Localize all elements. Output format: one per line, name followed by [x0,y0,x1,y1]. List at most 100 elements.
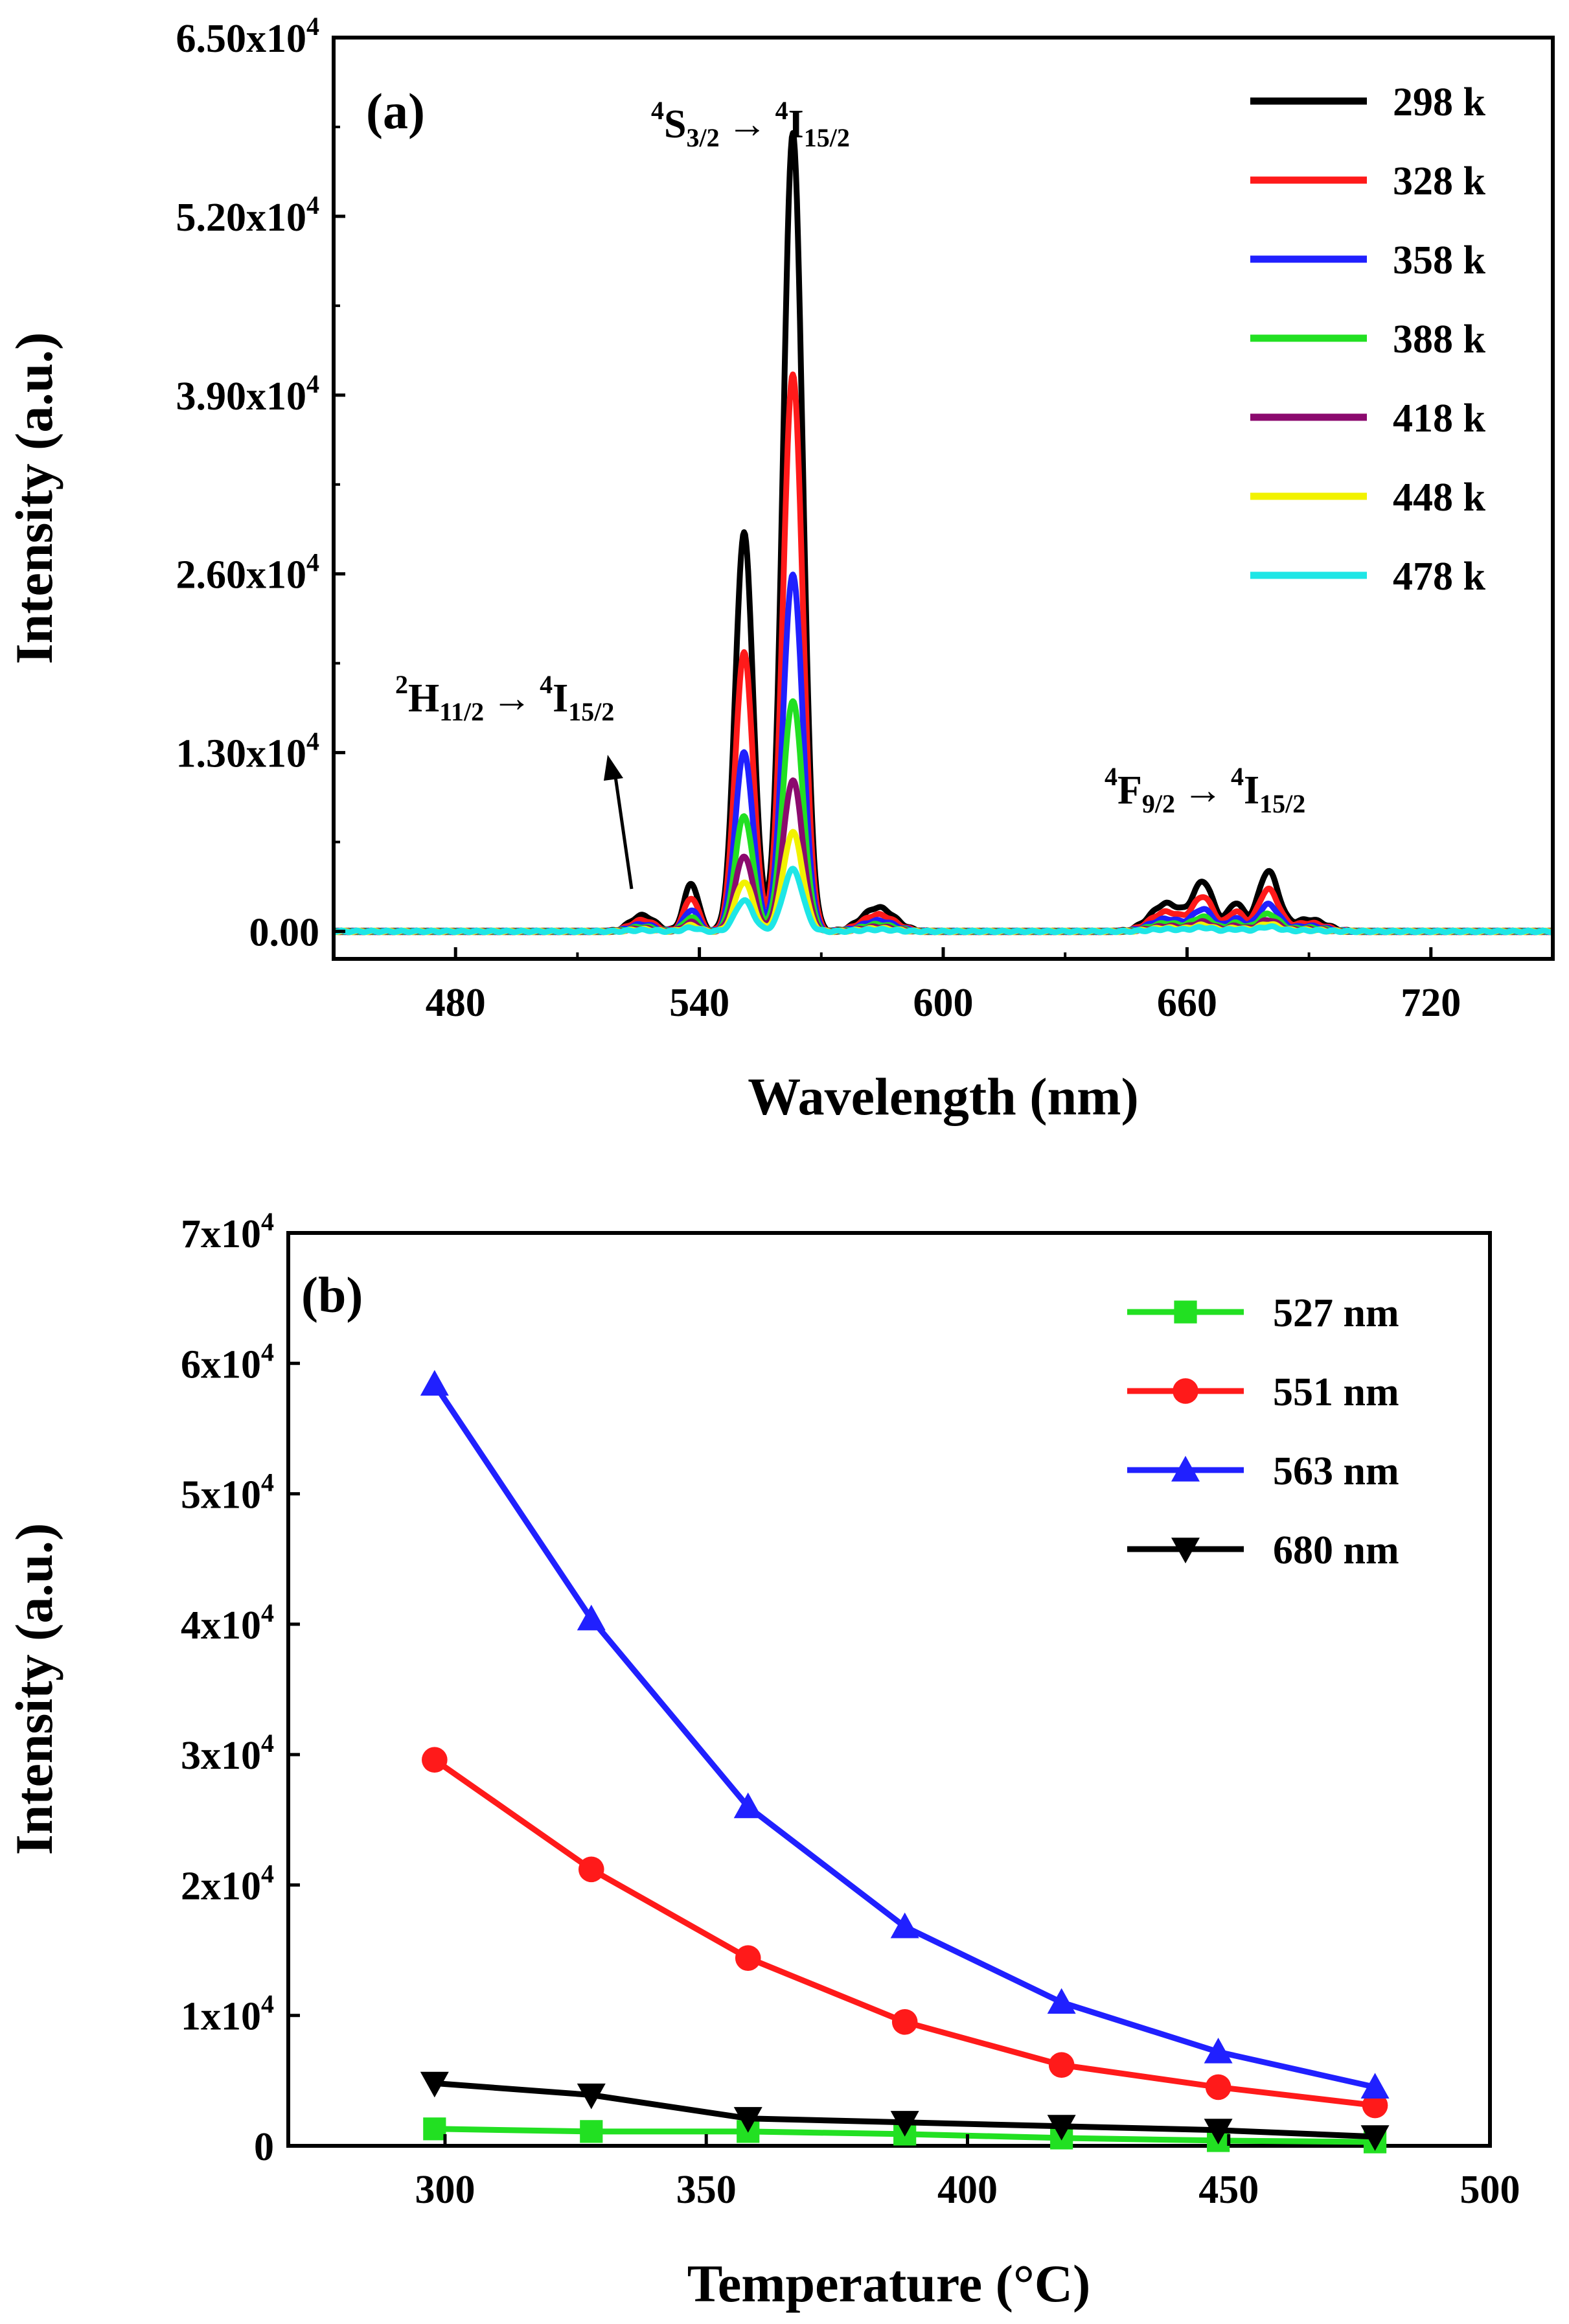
ann1-sub2: 15/2 [804,123,850,152]
panel-b-y-tick-label: 7x104 [181,1207,274,1256]
panel-b-x-tick-label: 350 [676,2168,737,2212]
spectrum-line-328-k [332,371,1555,936]
legend-label-418-k: 418 k [1393,397,1486,441]
panel-b-legend: 527 nm 551 nm 563 nm 680 nm [1127,1291,1399,1572]
panel-b-x-tick-label: 450 [1198,2168,1259,2212]
panel-a-y-axis-label: Intensity (a.u.) [5,332,63,665]
ann2-sup1: 2 [395,670,408,699]
ann1-sup2: 4 [775,96,788,125]
panel-b-plot-frame [286,1231,1492,2148]
ann2-sup2: 4 [540,670,553,699]
panel-a-y-tick-label: 6.50x104 [176,12,320,61]
data-point-563-nm [577,1604,606,1631]
spectrum-line-298-k [332,130,1555,936]
panel-a-x-tick-label: 600 [913,981,974,1025]
data-point-551-nm [578,1856,604,1883]
ann3-sub2: 15/2 [1259,789,1305,818]
annotation-s32-transition: 4S3/2 → 4I15/2 [651,96,850,152]
panel-b-x-tick-label: 500 [1460,2168,1520,2212]
ann2-arrow: → [492,676,532,720]
panel-a-y-tick-label: 5.20x104 [176,190,320,240]
ann3-arrow: → [1183,768,1223,812]
data-point-551-nm [1362,2092,1388,2119]
legend-marker-551-nm [1173,1378,1198,1404]
ann3-sup1: 4 [1105,762,1117,791]
legend-marker-680-nm [1171,1537,1200,1563]
ann1-arrow: → [727,102,768,146]
panel-a: 480 540 600 660 720 0.00 1.30x104 2.60x104 3.90x… [5,12,1555,1126]
annotation-f92-transition: 4F9/2 → 4I15/2 [1105,762,1305,818]
panel-a-y-tick-label: 2.60x104 [176,548,320,597]
data-point-563-nm [1360,2073,1390,2099]
data-point-563-nm [733,1792,762,1819]
panel-b-x-tick-label: 300 [415,2168,475,2212]
annotation-arrow-shaft [612,767,634,890]
data-point-680-nm [1204,2119,1233,2145]
legend-marker-527-nm [1174,1300,1197,1324]
data-point-680-nm [1047,2115,1076,2141]
ann2-level2: I [553,676,568,720]
spectrum-line-388-k [332,698,1555,936]
data-point-563-nm [1204,2038,1233,2064]
legend-label-478-k: 478 k [1393,555,1486,599]
panel-b: 300 350 400 450 500 0 1x104 2x104 3x104 4x104 5x10… [5,1207,1520,2313]
ann1-level2: I [788,102,804,146]
panel-b-y-axis-label: Intensity (a.u.) [5,1523,63,1856]
annotation-h112-transition: 2H11/2 → 4I15/2 [395,670,614,726]
ann1-level1: S [664,102,686,146]
panel-b-series-group [420,1370,1390,2154]
panel-a-y-tick-label: 0.00 [249,911,320,955]
legend-label-298-k: 298 k [1393,80,1486,124]
panel-b-y-tick-label: 6x104 [181,1337,274,1386]
legend-label-680-nm: 680 nm [1273,1528,1399,1572]
panel-b-y-tick-label: 1x104 [181,1990,274,2039]
data-point-551-nm [735,1945,761,1971]
panel-a-x-tick-label: 540 [669,981,729,1025]
data-point-563-nm [890,1912,919,1939]
ann1-sub1: 3/2 [686,123,719,152]
data-point-680-nm [420,2071,449,2098]
panel-b-y-tick-label: 4x104 [181,1598,274,1648]
panel-a-x-tick-label: 660 [1157,981,1217,1025]
ann2-level1: H [408,676,439,720]
panel-a-plot-frame [332,36,1555,961]
panel-b-ticks: 300 350 400 450 500 0 1x104 2x104 3x104 4x104 5x10… [181,1207,1520,2212]
data-point-680-nm [733,2107,762,2133]
legend-label-527-nm: 527 nm [1273,1291,1399,1335]
data-point-680-nm [1360,2125,1390,2151]
data-point-551-nm [422,1747,448,1773]
panel-a-series-group [332,130,1555,936]
panel-a-legend: 298 k 328 k 358 k 388 k 418 k 448 k 478 k [1250,80,1486,599]
spectrum-line-478-k [332,866,1555,936]
data-point-527-nm [580,2120,603,2143]
spectrum-line-358-k [332,571,1555,936]
panel-a-y-tick-label: 1.30x104 [176,727,320,776]
legend-label-563-nm: 563 nm [1273,1449,1399,1493]
ann2-sub2: 15/2 [568,697,614,726]
ann3-level2: I [1244,768,1259,812]
panel-b-x-axis-label: Temperature (°C) [687,2254,1091,2313]
data-point-551-nm [1205,2074,1231,2100]
panel-a-ticks: 480 540 600 660 720 0.00 1.30x104 2.60x104 3.90x… [176,12,1554,1025]
panel-b-y-tick-label: 3x104 [181,1729,274,1778]
panel-a-y-tick-label: 3.90x104 [176,369,320,419]
data-point-551-nm [1048,2052,1075,2078]
ann3-sub1: 9/2 [1142,789,1175,818]
panel-a-x-tick-label: 720 [1401,981,1461,1025]
legend-label-358-k: 358 k [1393,238,1486,282]
legend-label-388-k: 388 k [1393,317,1486,362]
annotation-arrow-head [604,755,623,781]
spectrum-line-448-k [332,829,1555,936]
spectrum-line-418-k [332,777,1555,936]
ann3-sup2: 4 [1231,762,1244,791]
ann2-sub1: 11/2 [439,697,484,726]
legend-marker-563-nm [1171,1456,1200,1482]
ann3-level1: F [1117,768,1142,812]
data-point-551-nm [891,2008,918,2035]
legend-label-448-k: 448 k [1393,476,1486,520]
panel-b-label: (b) [301,1267,363,1323]
data-point-680-nm [577,2083,606,2110]
legend-label-551-nm: 551 nm [1273,1370,1399,1414]
panel-a-x-tick-label: 480 [426,981,486,1025]
